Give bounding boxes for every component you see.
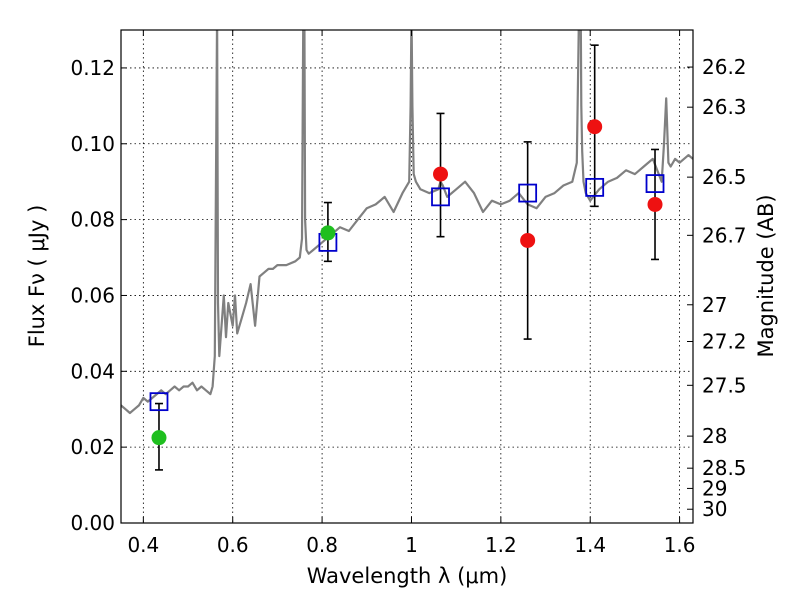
right-tick-label: 28 <box>702 424 727 448</box>
right-tick-label: 26.3 <box>702 95 747 119</box>
right-tick-label: 26.7 <box>702 223 747 247</box>
model-points <box>149 174 665 412</box>
y-tick-label: 0.02 <box>70 435 115 459</box>
y-axis-ticks: 0.00 0.02 0.04 0.06 0.08 0.10 0.12 <box>70 56 127 535</box>
right-axis-label: Magnitude (AB) <box>754 194 778 357</box>
y-tick-label: 0.12 <box>70 56 115 80</box>
green-point <box>151 430 167 446</box>
model-square <box>645 174 665 193</box>
y-axis-label: Flux Fν ( μJy ) <box>25 205 49 348</box>
right-tick-label: 26.2 <box>702 55 747 79</box>
model-square <box>431 187 450 207</box>
x-tick-label: 1.4 <box>574 533 606 557</box>
green-point <box>320 225 336 241</box>
x-tick-label: 1 <box>405 533 418 557</box>
right-tick-label: 29 <box>702 476 727 500</box>
right-tick-label: 27.2 <box>702 329 747 353</box>
red-point <box>433 166 449 182</box>
x-tick-label: 0.8 <box>306 533 338 557</box>
model-square <box>518 183 538 203</box>
y-tick-label: 0.00 <box>70 511 115 535</box>
x-tick-label: 1.6 <box>664 533 696 557</box>
x-axis-ticks: 0.4 0.6 0.8 1 1.2 1.4 1.6 <box>127 30 696 557</box>
right-tick-label: 30 <box>702 497 727 521</box>
y-tick-label: 0.04 <box>70 359 115 383</box>
model-square <box>585 177 605 197</box>
red-point <box>587 119 603 135</box>
x-tick-label: 1.2 <box>485 533 517 557</box>
red-point <box>647 196 663 212</box>
x-tick-label: 0.6 <box>217 533 249 557</box>
y-tick-label: 0.06 <box>70 283 115 307</box>
right-tick-label: 27 <box>702 293 727 317</box>
right-tick-label: 28.5 <box>702 456 747 480</box>
x-tick-label: 0.4 <box>127 533 159 557</box>
model-square <box>149 392 169 412</box>
y-tick-label: 0.10 <box>70 132 115 156</box>
spectrum-line <box>121 30 693 415</box>
red-point <box>520 232 536 248</box>
y-tick-label: 0.08 <box>70 208 115 232</box>
data-points <box>151 119 663 446</box>
right-tick-label: 27.5 <box>702 373 747 397</box>
x-axis-label: Wavelength λ (μm) <box>307 564 508 588</box>
plot-frame <box>120 29 694 524</box>
right-tick-label: 26.5 <box>702 165 747 189</box>
